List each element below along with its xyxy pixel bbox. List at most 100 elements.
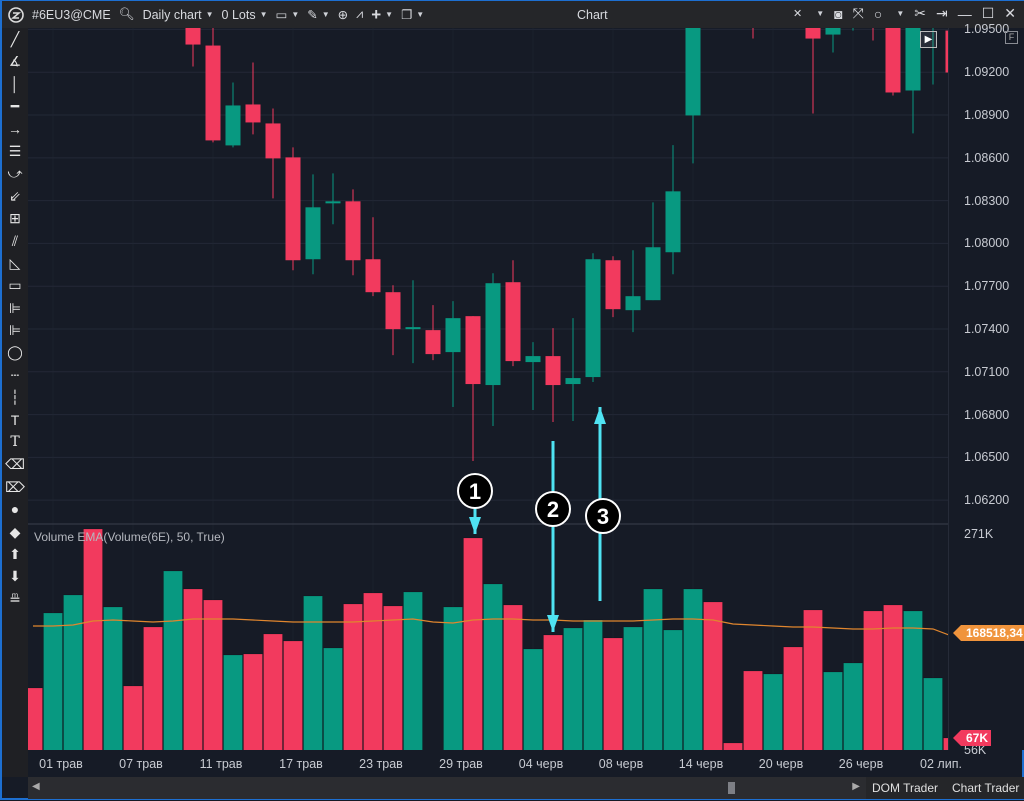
volume-bar[interactable] — [83, 528, 103, 752]
candle-body[interactable] — [665, 191, 681, 253]
sort-icon[interactable]: ≞ — [9, 590, 21, 607]
candle-body[interactable] — [805, 15, 821, 39]
indicator-icon[interactable]: ⩘ — [356, 7, 364, 21]
text-lock-icon[interactable]: T — [10, 411, 20, 428]
rectangle-icon[interactable]: ▭ — [8, 277, 22, 294]
candle-body[interactable] — [225, 105, 241, 146]
pitchfork-icon[interactable]: ⇙ — [9, 187, 21, 204]
camera-icon[interactable]: ◙ — [834, 5, 843, 22]
lots-dropdown[interactable]: 0 Lots ▼ — [222, 8, 268, 22]
volume-bar[interactable] — [683, 588, 703, 752]
candle-body[interactable] — [185, 21, 201, 45]
candle-body[interactable] — [645, 247, 661, 301]
volume-bar[interactable] — [24, 687, 43, 752]
candle-body[interactable] — [285, 157, 301, 261]
volume-bar[interactable] — [883, 604, 903, 752]
minimize-icon[interactable]: — — [957, 5, 972, 22]
label-icon[interactable]: ⌫ — [5, 456, 25, 473]
volume-bar[interactable] — [163, 570, 183, 752]
zoom-icon[interactable]: ⊕ — [337, 8, 349, 22]
channel-icon[interactable]: ⫽ — [11, 232, 19, 249]
candle-body[interactable] — [625, 296, 641, 311]
volume-bar[interactable] — [43, 612, 63, 752]
volume-bar[interactable] — [523, 648, 543, 752]
volume-bar[interactable] — [923, 677, 943, 752]
scroll-right-icon[interactable]: ▶ — [852, 781, 860, 792]
volume-bar[interactable] — [583, 619, 603, 752]
volume-bar[interactable] — [143, 626, 163, 752]
levels-icon[interactable]: ☰ — [8, 142, 22, 159]
vertical-line-icon[interactable]: │ — [10, 75, 20, 92]
volume-bar[interactable] — [823, 671, 843, 752]
curve-tool-icon[interactable]: ⤻ — [7, 165, 23, 182]
volume-bar[interactable] — [483, 583, 503, 752]
volume-bar[interactable] — [803, 609, 823, 752]
fullscreen-icon[interactable]: ⤧ — [852, 5, 864, 21]
candle-body[interactable] — [905, 15, 921, 91]
volume-bar[interactable] — [743, 670, 763, 752]
candle-body[interactable] — [525, 356, 541, 363]
candle-body[interactable] — [445, 318, 461, 353]
circle-icon[interactable]: ○ — [873, 5, 883, 22]
volume-bar[interactable] — [843, 662, 863, 752]
volume-bar[interactable] — [503, 604, 523, 752]
candle-body[interactable] — [505, 282, 521, 362]
volume-bar[interactable] — [223, 654, 243, 752]
price-axis[interactable]: 1.09500 1.09200 1.08900 1.08600 1.08300 1.080… — [948, 22, 1024, 757]
arrow-down-icon[interactable]: ⬇ — [9, 568, 21, 585]
volume-bar[interactable] — [723, 742, 743, 752]
volume-bar[interactable] — [323, 647, 343, 752]
scrollbar-thumb[interactable] — [728, 782, 735, 794]
scroll-left-icon[interactable]: ◀ — [32, 781, 40, 792]
dom-trader-button[interactable]: DOM Trader — [872, 781, 939, 795]
volume-bar[interactable] — [443, 606, 463, 752]
candle-body[interactable] — [565, 378, 581, 385]
crosshair-icon[interactable]: + ▼ — [371, 4, 394, 24]
volume-bar[interactable] — [283, 640, 303, 752]
arrow-up-icon[interactable]: ⬆ — [9, 545, 21, 562]
dotted-vertical-icon[interactable]: ┆ — [10, 389, 20, 406]
symbol-selector[interactable]: #6EU3@CME — [32, 7, 111, 22]
volume-bar[interactable] — [763, 673, 783, 752]
fib-icon[interactable]: ⊫ — [8, 299, 22, 316]
volume-bar[interactable] — [183, 588, 203, 752]
candle-body[interactable] — [425, 330, 441, 355]
candle-body[interactable] — [485, 283, 501, 386]
candle-body[interactable] — [545, 356, 561, 386]
volume-bar[interactable] — [943, 737, 963, 752]
candle-body[interactable] — [305, 207, 321, 260]
volume-bar[interactable] — [563, 627, 583, 752]
window-icon[interactable]: ❐ ▼ — [401, 8, 425, 22]
volume-bar[interactable] — [543, 634, 563, 752]
horizontal-line-icon[interactable]: ━ — [10, 98, 20, 115]
volume-bar[interactable] — [643, 588, 663, 752]
go-to-end-button[interactable]: ▶ — [920, 31, 937, 48]
volume-bar[interactable] — [63, 594, 83, 752]
candle-body[interactable] — [885, 8, 901, 93]
candle-body[interactable] — [385, 292, 401, 330]
triangle-icon[interactable]: ◺ — [9, 254, 21, 271]
candle-body[interactable] — [825, 15, 841, 35]
candle-body[interactable] — [405, 327, 421, 330]
chart-trader-button[interactable]: Chart Trader — [952, 781, 1020, 795]
link-icon[interactable]: ✕ — [793, 8, 803, 20]
volume-bar[interactable] — [903, 610, 923, 752]
search-icon[interactable]: 🔍︎ — [118, 7, 135, 21]
dashed-line-icon[interactable]: ┄ — [10, 366, 20, 383]
candle-body[interactable] — [245, 104, 261, 123]
volume-bar[interactable] — [783, 646, 803, 752]
pin-icon[interactable]: ⇥ — [935, 5, 948, 21]
candle-body[interactable] — [945, 30, 961, 73]
volume-bar[interactable] — [623, 626, 643, 752]
close-icon[interactable]: ✕ — [1004, 5, 1016, 21]
candle-body[interactable] — [465, 316, 481, 385]
volume-bar[interactable] — [383, 605, 403, 752]
volume-bar[interactable] — [203, 599, 223, 752]
volume-bar[interactable] — [263, 633, 283, 752]
tag-icon[interactable]: ⌦ — [5, 478, 25, 495]
date-axis[interactable]: 01 трав 07 трав 11 трав 17 трав 23 трав 29 тр… — [28, 750, 962, 777]
volume-bar[interactable] — [663, 629, 683, 752]
volume-bar[interactable] — [103, 606, 123, 752]
candle-body[interactable] — [365, 259, 381, 293]
